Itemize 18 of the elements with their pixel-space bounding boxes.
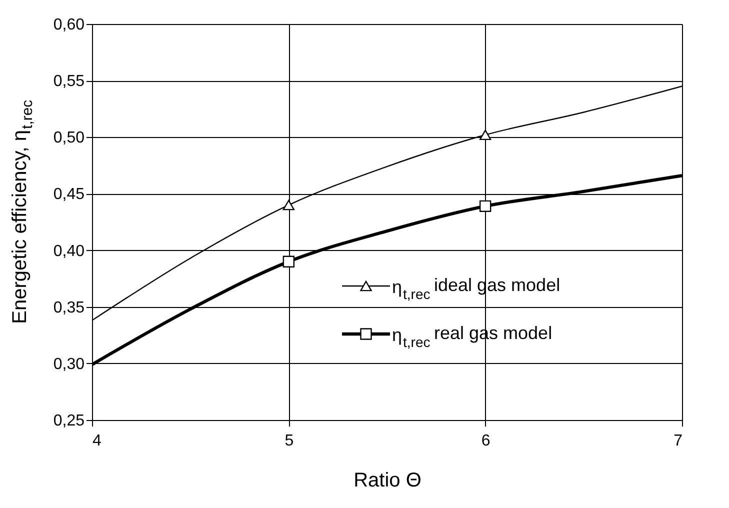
x-tick-label: 6 <box>481 432 490 450</box>
x-tick-label: 4 <box>92 432 102 450</box>
y-tick-label: 0,25 <box>53 412 85 430</box>
point <box>479 130 492 140</box>
x-axis-title: Ratio Θ <box>354 470 422 492</box>
y-tick-label: 0,35 <box>53 299 85 316</box>
x-tick-label: 5 <box>284 432 294 450</box>
point <box>282 256 295 268</box>
y-tick-label: 0,45 <box>53 186 85 204</box>
y-tick-label: 0,55 <box>53 73 85 90</box>
y-tick-label: 0,50 <box>53 130 85 147</box>
point <box>282 200 295 210</box>
y-tick-label: 0,60 <box>53 16 85 34</box>
y-axis-title: Energetic efficiency, ηt,rec <box>9 99 36 324</box>
point <box>479 200 492 212</box>
y-tick-label: 0,40 <box>53 242 85 260</box>
y-tick-label: 0,30 <box>53 356 85 373</box>
x-tick-label: 7 <box>674 432 683 450</box>
